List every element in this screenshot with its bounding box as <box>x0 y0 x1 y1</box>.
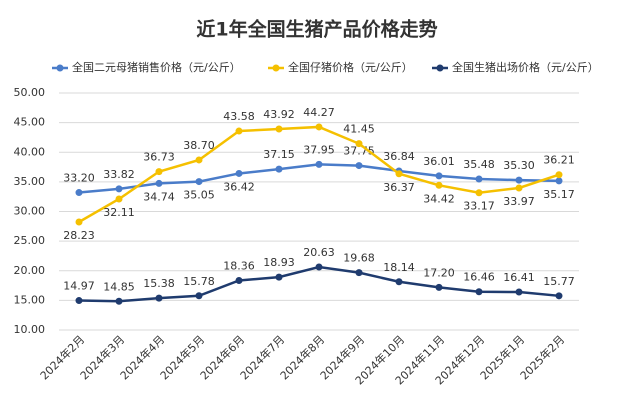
data-label: 33.20 <box>63 172 95 185</box>
legend-label: 全国仔猪价格（元/公斤） <box>288 60 413 74</box>
y-tick-label: 40.00 <box>14 145 46 158</box>
data-point <box>515 184 523 192</box>
y-tick-label: 45.00 <box>14 116 46 129</box>
data-point <box>235 169 243 177</box>
y-tick-label: 35.00 <box>14 175 46 188</box>
y-tick-label: 50.00 <box>14 86 46 99</box>
data-label: 15.38 <box>143 277 175 290</box>
data-label: 33.82 <box>103 168 135 181</box>
data-point <box>515 288 523 296</box>
y-tick-label: 15.00 <box>14 293 46 306</box>
data-label: 36.42 <box>223 180 255 193</box>
data-label: 37.95 <box>303 143 335 156</box>
data-label: 35.48 <box>463 158 495 171</box>
data-point <box>275 165 283 173</box>
data-point <box>435 181 443 189</box>
data-label: 38.70 <box>183 139 215 152</box>
data-point <box>315 160 323 168</box>
data-point <box>435 283 443 291</box>
data-point <box>475 189 483 197</box>
data-point <box>155 179 163 187</box>
data-point <box>475 288 483 296</box>
data-label: 28.23 <box>63 229 95 242</box>
data-point <box>195 178 203 186</box>
data-point <box>235 276 243 284</box>
data-point <box>355 140 363 148</box>
data-label: 36.01 <box>423 155 455 168</box>
data-label: 16.41 <box>503 271 535 284</box>
data-point <box>395 278 403 286</box>
y-tick-label: 25.00 <box>14 234 46 247</box>
y-tick-label: 30.00 <box>14 205 46 218</box>
data-point <box>555 292 563 300</box>
data-label: 15.78 <box>183 275 215 288</box>
data-label: 33.17 <box>463 200 495 213</box>
data-point <box>555 177 563 185</box>
data-point <box>515 176 523 184</box>
data-point <box>115 297 123 305</box>
legend-marker <box>436 64 444 72</box>
data-label: 35.17 <box>543 188 575 201</box>
data-point <box>75 297 83 305</box>
data-label: 43.92 <box>263 108 295 121</box>
data-label: 14.97 <box>63 280 95 293</box>
data-point <box>235 127 243 135</box>
legend-marker <box>272 64 280 72</box>
data-label: 18.93 <box>263 256 295 269</box>
data-label: 35.30 <box>503 159 535 172</box>
data-label: 19.68 <box>343 252 375 265</box>
data-point <box>275 125 283 133</box>
y-tick-label: 20.00 <box>14 264 46 277</box>
data-point <box>115 195 123 203</box>
data-label: 37.15 <box>263 148 295 161</box>
data-label: 43.58 <box>223 110 255 123</box>
data-label: 15.77 <box>543 275 575 288</box>
data-label: 36.37 <box>383 181 415 194</box>
data-point <box>475 175 483 183</box>
data-label: 41.45 <box>343 123 375 136</box>
data-point <box>275 273 283 281</box>
data-point <box>555 171 563 179</box>
data-label: 36.73 <box>143 151 175 164</box>
data-label: 35.05 <box>183 189 215 202</box>
legend-label: 全国生猪出场价格（元/公斤） <box>452 60 599 74</box>
data-label: 14.85 <box>103 280 135 293</box>
data-point <box>195 156 203 164</box>
chart-title: 近1年全国生猪产品价格走势 <box>196 18 437 41</box>
data-label: 20.63 <box>303 246 335 259</box>
data-label: 18.14 <box>383 261 415 274</box>
data-label: 16.46 <box>463 271 495 284</box>
data-point <box>155 168 163 176</box>
data-label: 37.75 <box>343 145 375 158</box>
legend-label: 全国二元母猪销售价格（元/公斤） <box>72 60 241 74</box>
data-point <box>355 269 363 277</box>
data-label: 44.27 <box>303 106 335 119</box>
data-point <box>315 123 323 131</box>
data-label: 17.20 <box>423 266 455 279</box>
data-label: 33.97 <box>503 195 535 208</box>
data-point <box>75 189 83 197</box>
data-point <box>75 218 83 226</box>
data-point <box>115 185 123 193</box>
data-point <box>355 162 363 170</box>
data-point <box>195 292 203 300</box>
data-label: 34.74 <box>143 190 175 203</box>
y-tick-label: 10.00 <box>14 323 46 336</box>
data-point <box>155 294 163 302</box>
data-label: 18.36 <box>223 259 255 272</box>
data-label: 36.21 <box>543 154 575 167</box>
legend-marker <box>56 64 64 72</box>
data-label: 32.11 <box>103 206 135 219</box>
data-point <box>435 172 443 180</box>
data-label: 36.84 <box>383 150 415 163</box>
data-label: 34.42 <box>423 192 455 205</box>
data-point <box>315 263 323 271</box>
data-point <box>395 170 403 178</box>
